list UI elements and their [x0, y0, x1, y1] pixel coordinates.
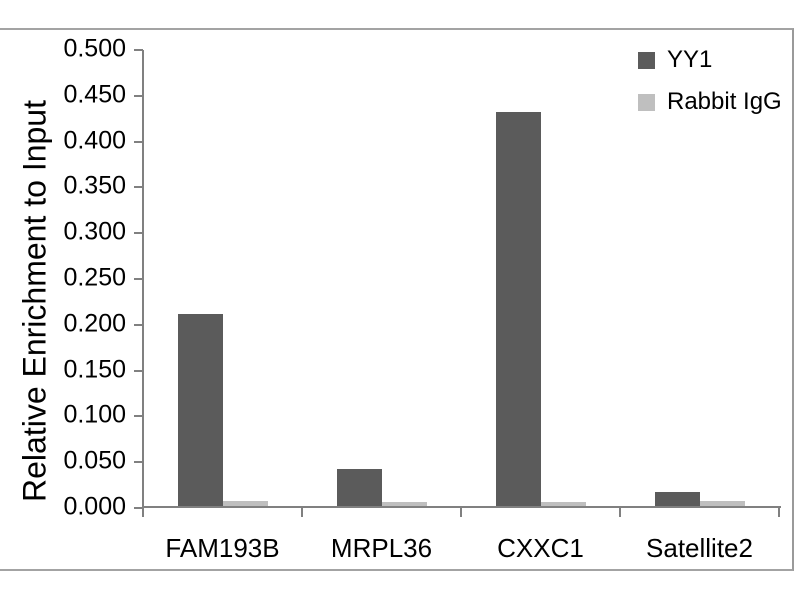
- y-tick-label: 0.150: [63, 354, 126, 383]
- y-tick-mark: [134, 94, 143, 97]
- y-tick-mark: [134, 323, 143, 326]
- bar-Rabbit-IgG-FAM193B: [222, 501, 268, 506]
- y-axis-line: [142, 50, 144, 508]
- y-tick-mark: [134, 461, 143, 464]
- legend-item-YY1: YY1: [638, 46, 782, 73]
- legend-swatch: [638, 51, 655, 69]
- y-tick-mark: [134, 507, 143, 509]
- y-tick-label: 0.250: [63, 263, 126, 292]
- legend: YY1 Rabbit IgG: [638, 46, 782, 131]
- bar-YY1-MRPL36: [336, 469, 382, 506]
- y-tick-mark: [134, 278, 143, 280]
- bar-YY1-Satellite2: [654, 492, 700, 506]
- bar-Rabbit-IgG-CXXC1: [540, 502, 586, 506]
- y-tick-mark: [134, 140, 143, 143]
- y-tick-label: 0.050: [63, 446, 126, 475]
- x-category-label: Satellite2: [646, 533, 753, 563]
- x-tick-mark: [619, 508, 621, 517]
- x-tick-mark: [778, 508, 780, 517]
- x-category-label: MRPL36: [330, 533, 433, 563]
- y-tick-label: 0.400: [63, 125, 126, 154]
- legend-label: Rabbit IgG: [667, 88, 782, 115]
- y-axis-title: Relative Enrichment to Input: [16, 100, 53, 502]
- y-tick-mark: [134, 186, 143, 189]
- legend-item-Rabbit-IgG: Rabbit IgG: [638, 88, 782, 115]
- y-tick-label: 0.200: [63, 309, 126, 338]
- x-category-label: FAM193B: [165, 533, 280, 563]
- y-tick-label: 0.100: [63, 400, 126, 429]
- bar-Rabbit-IgG-MRPL36: [381, 502, 427, 506]
- y-tick-label: 0.500: [63, 34, 126, 63]
- bar-YY1-CXXC1: [495, 112, 541, 506]
- x-category-label: CXXC1: [497, 533, 584, 563]
- y-tick-label: 0.000: [63, 492, 126, 521]
- y-tick-label: 0.300: [63, 217, 126, 246]
- y-tick-mark: [134, 415, 143, 418]
- y-tick-label: 0.450: [63, 80, 126, 109]
- y-tick-mark: [134, 49, 143, 51]
- x-tick-mark: [460, 508, 462, 517]
- legend-swatch: [638, 93, 655, 111]
- x-tick-mark: [301, 508, 303, 517]
- y-tick-label: 0.350: [63, 171, 126, 200]
- chart-border-frame: [0, 28, 794, 571]
- x-tick-mark: [142, 508, 144, 517]
- bar-YY1-FAM193B: [177, 314, 223, 506]
- y-tick-mark: [134, 232, 143, 235]
- legend-label: YY1: [667, 46, 713, 73]
- bar-Rabbit-IgG-Satellite2: [699, 501, 745, 506]
- x-axis-line: [142, 506, 781, 508]
- y-tick-mark: [134, 369, 143, 372]
